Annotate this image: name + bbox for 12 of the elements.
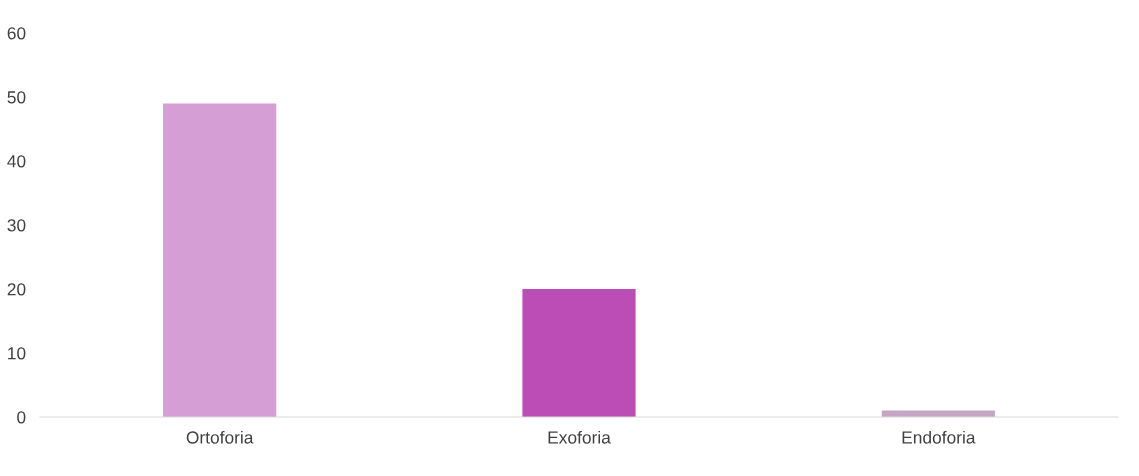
x-tick-label: Ortoforia (186, 430, 254, 444)
y-tick-label: 50 (7, 91, 26, 104)
y-tick-label: 40 (7, 155, 26, 168)
bar (522, 289, 636, 417)
x-tick-label: Exoforia (548, 430, 611, 444)
y-tick-label: 20 (7, 283, 26, 296)
y-tick-label: 60 (7, 27, 26, 40)
y-tick-label: 10 (8, 347, 26, 360)
y-tick-label: 0 (17, 411, 26, 424)
y-tick-label: 30 (7, 219, 26, 232)
bar (163, 103, 277, 417)
x-tick-label: Endoforia (902, 430, 976, 444)
